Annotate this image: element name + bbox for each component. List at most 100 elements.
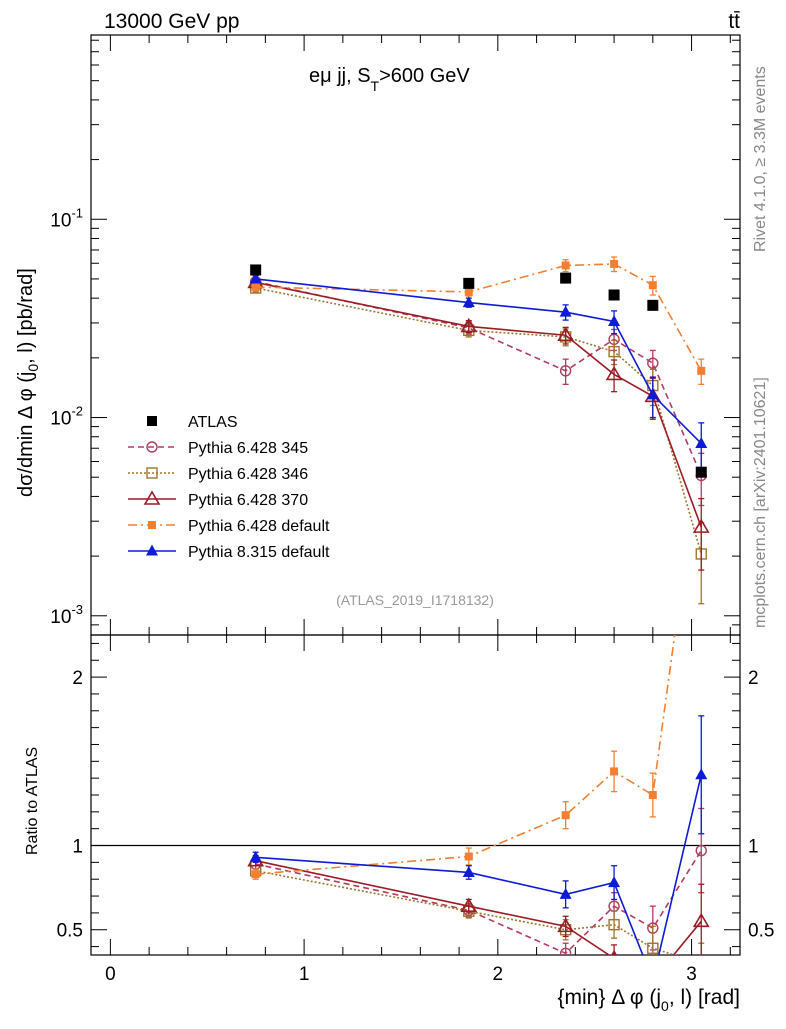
ratio-series xyxy=(249,865,706,968)
marker xyxy=(463,277,475,289)
x-tick-label: 0 xyxy=(105,964,116,985)
x-axis-label: {min} Δ φ (j0, l) [rad] xyxy=(558,986,741,1014)
marker xyxy=(647,299,659,311)
main-series xyxy=(249,275,707,507)
ylabel-part2: , l) [pb/rad] xyxy=(15,268,37,364)
xlabel-part1: {min} Δ φ (j xyxy=(558,986,662,1009)
legend-label: Pythia 8.315 default xyxy=(188,544,330,561)
marker xyxy=(608,315,621,327)
marker xyxy=(608,918,620,931)
marker xyxy=(460,317,478,333)
marker xyxy=(560,272,572,284)
legend-item: Pythia 6.428 346 xyxy=(128,466,308,483)
title-subscript: T xyxy=(371,78,380,94)
marker xyxy=(557,917,575,933)
main-series-line xyxy=(255,281,703,528)
legend-item: Pythia 6.428 345 xyxy=(128,440,308,457)
xlabel-sub: 0 xyxy=(661,998,669,1014)
main-series-line xyxy=(255,287,703,555)
analysis-id: (ATLAS_2019_I1718132) xyxy=(336,592,494,608)
x-tick-label: 3 xyxy=(686,964,697,985)
ratio-y-tick-label-right: 2 xyxy=(748,668,759,689)
x-tick-label: 1 xyxy=(299,964,310,985)
legend-item: Pythia 6.428 370 xyxy=(128,490,308,509)
marker xyxy=(695,436,708,448)
marker xyxy=(462,296,475,308)
marker xyxy=(695,768,708,780)
ratio-y-tick-label: 0.5 xyxy=(57,921,83,942)
ratio-y-tick-label: 2 xyxy=(72,668,83,689)
marker xyxy=(648,281,657,290)
process-label: tt̄ xyxy=(728,10,740,33)
legend-item: ATLAS xyxy=(147,414,238,431)
ratio-y-axis-label: Ratio to ATLAS xyxy=(24,747,41,855)
ratio-series xyxy=(251,635,676,880)
ylabel-part1: dσ/dmin Δ φ (j xyxy=(15,372,37,497)
legend-item: Pythia 8.315 default xyxy=(128,544,330,561)
marker xyxy=(559,305,572,317)
marker xyxy=(561,811,570,820)
marker xyxy=(696,958,706,968)
marker xyxy=(561,261,570,270)
data-series xyxy=(250,264,707,478)
ratio-series-line xyxy=(255,850,702,955)
ratio-series-line xyxy=(255,635,676,875)
marker xyxy=(695,466,707,478)
legend: ATLAS Pythia 6.428 345 Pythia 6.428 346 Pyt… xyxy=(128,414,330,561)
ratio-series xyxy=(249,715,708,985)
marker xyxy=(608,876,621,888)
y-tick-label-base: 10 xyxy=(50,607,71,628)
marker xyxy=(697,366,706,375)
marker xyxy=(250,264,262,276)
marker xyxy=(605,365,623,381)
marker xyxy=(559,365,572,377)
ratio-y-tick-label-right: 1 xyxy=(748,837,759,858)
ratio-axis-ticks: 0.5 0.5 1 1 2 2 0 1 2 3 xyxy=(57,635,774,985)
marker xyxy=(692,912,710,928)
marker xyxy=(610,259,619,268)
mcplots-label: mcplots.cern.ch [arXiv:2401.10621] xyxy=(752,377,769,628)
marker xyxy=(695,844,707,857)
chart-title: eμ jj, ST>600 GeV xyxy=(309,65,470,94)
legend-label: Pythia 6.428 default xyxy=(188,518,330,535)
ratio-y-tick-label-right: 0.5 xyxy=(748,921,774,942)
title-prefix: eμ jj, S xyxy=(309,65,371,87)
marker xyxy=(610,767,619,776)
y-tick-label-base: 10 xyxy=(50,210,71,231)
marker xyxy=(249,850,262,862)
marker xyxy=(646,388,659,400)
marker xyxy=(559,947,572,955)
main-series-line xyxy=(255,280,702,476)
main-axis-ticks: 10-110-210-3 xyxy=(50,35,740,636)
marker xyxy=(647,942,659,954)
marker xyxy=(559,887,572,899)
main-series xyxy=(249,272,708,472)
y-tick-label-exponent: -3 xyxy=(71,602,83,617)
marker xyxy=(608,345,620,358)
marker xyxy=(146,467,158,479)
marker xyxy=(143,490,161,505)
marker xyxy=(148,521,156,529)
x-tick-label: 2 xyxy=(493,964,504,985)
marker xyxy=(460,897,478,912)
marker xyxy=(464,287,473,296)
marker xyxy=(608,289,620,301)
marker xyxy=(251,870,260,879)
marker xyxy=(462,865,475,877)
marker xyxy=(646,973,660,985)
legend-label: ATLAS xyxy=(188,414,238,431)
marker xyxy=(647,974,659,985)
y-tick-label: 10-1 xyxy=(50,205,83,231)
legend-label: Pythia 6.428 345 xyxy=(188,440,308,457)
marker xyxy=(146,544,158,556)
ratio-series-line xyxy=(255,859,702,955)
xlabel-part2: , l) [rad] xyxy=(669,986,740,1009)
ratio-plot-frame xyxy=(90,634,741,956)
y-tick-label: 10-3 xyxy=(50,602,83,628)
y-tick-label-exponent: -1 xyxy=(71,205,83,220)
marker xyxy=(648,791,657,799)
ratio-series xyxy=(247,852,710,985)
marker xyxy=(249,272,262,284)
ylabel-sub: 0 xyxy=(25,364,41,372)
ratio-y-tick-label: 1 xyxy=(72,837,83,858)
